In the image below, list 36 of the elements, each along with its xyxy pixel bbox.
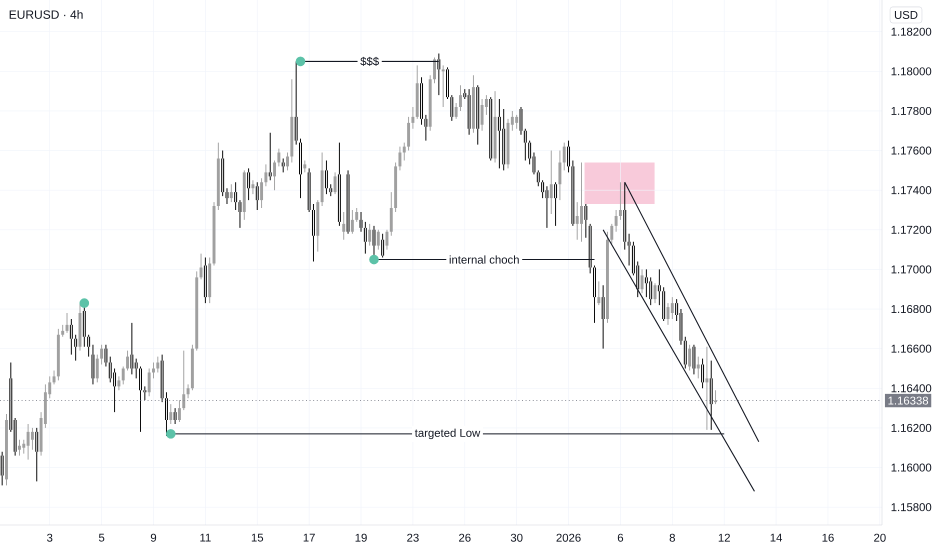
x-tick-label: 12 [718,534,730,542]
x-tick-label: 14 [770,534,782,542]
y-tick-label: 1.15800 [892,503,932,512]
y-tick-label: 1.17000 [892,265,932,274]
annotation: internal choch [450,255,519,264]
y-tick-label: 1.16400 [892,384,932,392]
x-tick-label: 19 [356,534,367,542]
y-tick-label: 1.16600 [892,344,932,353]
x-tick-label: 2026 [556,534,581,542]
y-tick-label: 1.16200 [892,424,932,432]
y-tick-label: 1.18200 [892,28,932,36]
x-tick-label: 20 [874,534,886,542]
annotation: $$$ [360,56,379,66]
x-tick-label: 11 [200,534,211,542]
x-tick-label: 30 [510,534,523,542]
x-tick-label: 3 [47,534,52,542]
y-tick-label: 1.16000 [892,464,932,472]
x-tick-label: 8 [670,534,675,542]
x-tick-label: 16 [822,534,834,542]
x-tick-label: 17 [304,534,315,542]
text: USD [894,10,918,19]
x-tick-label: 6 [618,534,624,542]
y-tick-label: 1.17600 [892,146,932,155]
y-tick-label: 1.17200 [892,226,932,234]
y-tick-label: 1.18000 [892,67,932,76]
x-tick-label: 5 [98,534,104,542]
text: EURUSD · 4h [10,10,83,19]
ref-line-label: 1.16338 [888,396,928,405]
y-tick-label: 1.16800 [892,305,932,314]
x-tick-label: 15 [252,534,264,542]
annotation: targeted Low [414,428,480,440]
y-tick-label: 1.17400 [892,186,932,194]
x-tick-label: 9 [150,534,156,542]
x-tick-label: 26 [459,534,471,542]
y-tick-label: 1.17800 [892,106,932,115]
x-tick-label: 23 [407,534,419,542]
